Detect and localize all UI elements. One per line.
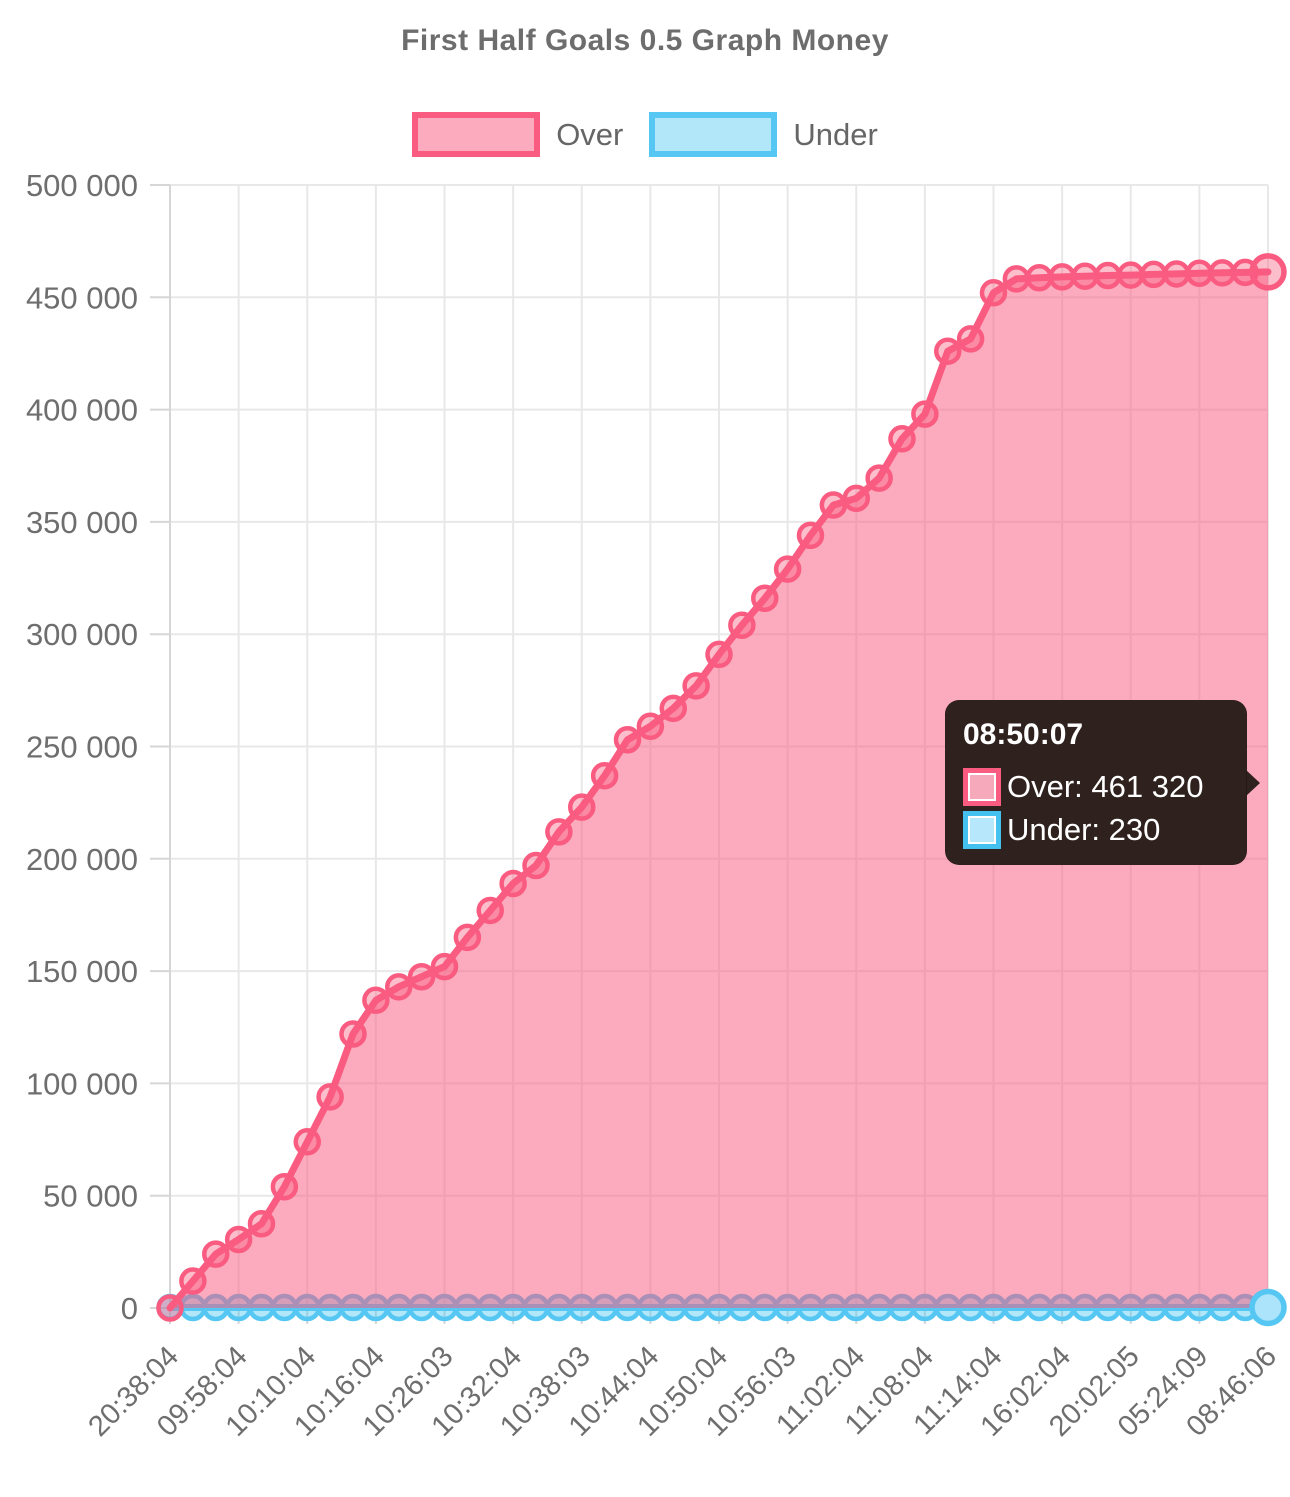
over-point[interactable] — [934, 337, 962, 365]
y-tick-label: 500 000 — [26, 168, 138, 203]
over-legend-swatch — [412, 112, 541, 157]
over-point[interactable] — [773, 555, 802, 583]
over-point[interactable] — [888, 425, 916, 453]
over-point[interactable] — [613, 726, 642, 754]
over-point[interactable] — [476, 896, 504, 925]
over-point[interactable] — [407, 962, 436, 991]
over-point[interactable] — [911, 400, 939, 428]
y-axis-labels: 0 50 000 100 000 150 000 200 000 250 000 300 0… — [26, 168, 138, 1326]
over-point[interactable] — [636, 712, 665, 741]
over-series[interactable] — [156, 253, 1287, 1322]
over-point[interactable] — [1162, 260, 1191, 288]
over-point[interactable] — [522, 851, 550, 880]
tooltip: 08:50:07 Over: 461 320 Under: 230 — [945, 700, 1260, 865]
tooltip-under-text: Under: 230 — [1007, 812, 1161, 847]
over-point[interactable] — [1071, 262, 1099, 290]
over-point[interactable] — [224, 1225, 253, 1254]
y-tick-label: 50 000 — [43, 1179, 138, 1214]
over-point[interactable] — [590, 761, 619, 790]
over-legend-label: Over — [556, 116, 624, 152]
legend-item-under[interactable]: Under — [649, 112, 878, 157]
over-point[interactable] — [659, 694, 687, 723]
over-point[interactable] — [979, 279, 1008, 307]
y-tick-label: 450 000 — [26, 280, 138, 315]
y-tick-label: 300 000 — [26, 617, 138, 652]
over-point[interactable] — [728, 611, 756, 639]
over-point[interactable] — [1094, 261, 1122, 290]
y-tick-label: 400 000 — [26, 393, 138, 428]
over-point[interactable] — [499, 869, 527, 898]
over-point[interactable] — [293, 1128, 321, 1156]
chart-title: First Half Goals 0.5 Graph Money — [401, 24, 889, 57]
tooltip-under-swatch — [963, 811, 1001, 849]
y-tick-label: 0 — [121, 1291, 138, 1326]
over-point[interactable] — [568, 793, 596, 821]
legend-item-over[interactable]: Over — [412, 112, 623, 157]
over-point[interactable] — [796, 521, 825, 550]
over-point[interactable] — [1185, 259, 1214, 288]
over-point[interactable] — [1117, 261, 1145, 289]
tooltip-row-under: Under: 230 — [963, 811, 1227, 849]
over-point[interactable] — [362, 986, 390, 1015]
under-legend-swatch — [649, 112, 778, 157]
over-area — [170, 271, 1268, 1308]
over-point[interactable] — [842, 484, 870, 513]
over-point[interactable] — [545, 818, 573, 846]
over-point[interactable] — [1208, 259, 1236, 287]
over-point[interactable] — [202, 1240, 230, 1268]
y-tick-label: 100 000 — [26, 1066, 138, 1101]
over-point[interactable] — [247, 1210, 276, 1238]
over-point[interactable] — [682, 672, 710, 700]
over-point[interactable] — [430, 952, 459, 981]
over-point[interactable] — [819, 491, 848, 519]
over-point[interactable] — [453, 923, 482, 952]
over-point[interactable] — [385, 973, 413, 1001]
over-point[interactable] — [705, 640, 733, 669]
over-point[interactable] — [751, 584, 779, 613]
under-active[interactable] — [1249, 1288, 1287, 1327]
over-point[interactable] — [316, 1083, 344, 1111]
over-point[interactable] — [270, 1172, 299, 1201]
under-point-active[interactable] — [1249, 1288, 1287, 1327]
y-tick-label: 350 000 — [26, 505, 138, 540]
over-point[interactable] — [339, 1020, 367, 1048]
over-point[interactable] — [156, 1294, 184, 1322]
over-point[interactable] — [956, 325, 985, 353]
tooltip-over-swatch — [963, 768, 1001, 806]
over-point[interactable] — [1048, 263, 1076, 291]
over-point-active[interactable] — [1249, 253, 1287, 291]
over-point[interactable] — [1139, 260, 1168, 289]
tooltip-title: 08:50:07 — [963, 718, 1084, 751]
tooltip-over-text: Over: 461 320 — [1007, 769, 1204, 804]
under-legend-label: Under — [793, 116, 878, 152]
tooltip-row-over: Over: 461 320 — [963, 768, 1227, 806]
over-point[interactable] — [865, 464, 893, 492]
over-point[interactable] — [1002, 265, 1031, 293]
y-tick-label: 250 000 — [26, 730, 138, 765]
over-point[interactable] — [1025, 264, 1053, 292]
over-point[interactable] — [179, 1267, 207, 1295]
y-tick-label: 150 000 — [26, 954, 138, 989]
legend: Over Under — [0, 112, 1290, 157]
x-axis-labels: 20:38:0409:58:0410:10:0410:16:0410:26:03… — [82, 1340, 1282, 1442]
y-tick-label: 200 000 — [26, 842, 138, 877]
